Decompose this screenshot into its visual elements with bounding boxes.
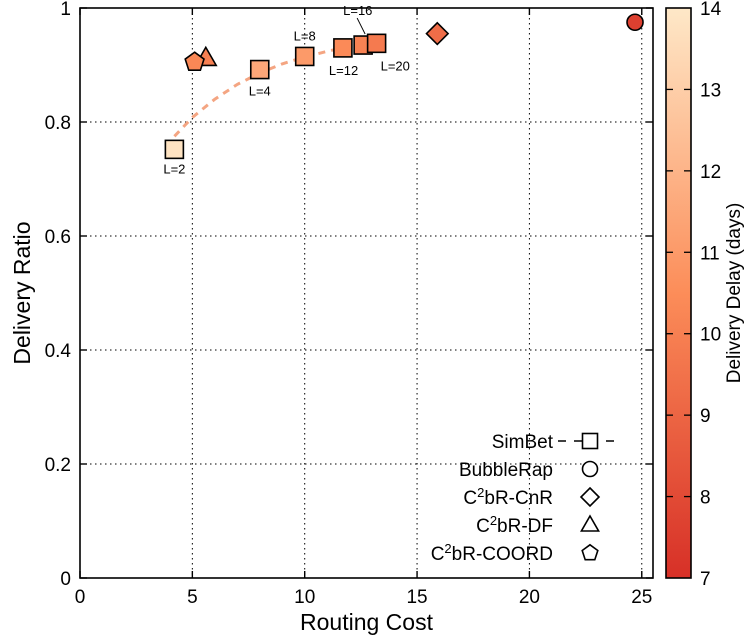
y-axis-title: Delivery Ratio xyxy=(9,221,35,364)
point-label: L=20 xyxy=(381,58,410,73)
legend-marker xyxy=(579,486,601,508)
colorbar-gradient xyxy=(665,7,692,579)
point-label: L=12 xyxy=(329,63,358,78)
point-label: L=16 xyxy=(343,3,372,18)
legend-marker xyxy=(581,460,599,478)
colorbar: 7 8 9 10 11 12 13 14 xyxy=(665,0,722,590)
x-tick-label: 5 xyxy=(187,587,198,608)
legend-marker xyxy=(580,514,600,532)
colorbar-tick-label: 8 xyxy=(700,488,711,509)
c-br-cnr-marker xyxy=(425,21,450,46)
colorbar-tick-label: 11 xyxy=(700,243,720,264)
legend-marker xyxy=(581,543,599,561)
x-axis-title: Routing Cost xyxy=(300,609,434,635)
colorbar-tick-label: 12 xyxy=(700,162,721,183)
legend-label: C2bR-DF xyxy=(476,513,553,537)
y-tick-label: 0.6 xyxy=(45,227,71,248)
point-label-leader xyxy=(356,17,366,35)
legend-label: C2bR-COORD xyxy=(431,541,553,565)
legend-label: C2bR-CnR xyxy=(463,485,553,509)
simbet-marker xyxy=(164,139,185,160)
simbet-marker xyxy=(366,33,387,54)
point-label: L=4 xyxy=(249,84,271,99)
legend-label: BubbleRap xyxy=(459,460,553,481)
bubblerap-marker xyxy=(626,13,644,32)
plot-frame xyxy=(79,7,654,579)
colorbar-tick-label: 9 xyxy=(700,406,711,427)
y-tick-label: 1 xyxy=(60,0,71,20)
x-tick-label: 20 xyxy=(519,587,540,608)
simbet-marker xyxy=(333,38,353,58)
colorbar-tick-label: 14 xyxy=(700,0,722,20)
y-tick-label: 0 xyxy=(60,569,71,590)
colorbar-title: Delivery Delay (days) xyxy=(724,203,745,384)
data-marks: L=2 L=4 L=8 L=12 L=16 L=20 xyxy=(163,3,644,176)
y-tick-label: 0.2 xyxy=(45,455,71,476)
axis-ticks: 0 5 10 15 20 25 0 0.2 0.4 0.6 0.8 1 xyxy=(45,0,653,608)
point-label: L=8 xyxy=(294,28,316,43)
simbet-marker xyxy=(249,59,270,80)
grid xyxy=(80,8,653,578)
x-tick-label: 10 xyxy=(294,587,315,608)
y-tick-label: 0.4 xyxy=(45,341,72,362)
colorbar-tick-label: 10 xyxy=(700,325,721,346)
y-tick-label: 0.8 xyxy=(45,113,71,134)
legend: SimBet BubbleRap C2bR-CnR C2bR-DF C2bR-COORD xyxy=(431,432,622,565)
x-tick-label: 0 xyxy=(75,587,86,608)
legend-marker xyxy=(581,432,599,450)
colorbar-tick-label: 7 xyxy=(700,569,711,590)
point-label: L=2 xyxy=(163,161,185,176)
legend-label: SimBet xyxy=(492,432,554,453)
simbet-marker xyxy=(294,46,315,67)
colorbar-tick-label: 13 xyxy=(700,80,721,101)
x-tick-label: 15 xyxy=(406,587,427,608)
c-br-coord-marker xyxy=(184,51,205,71)
x-tick-label: 25 xyxy=(631,587,652,608)
